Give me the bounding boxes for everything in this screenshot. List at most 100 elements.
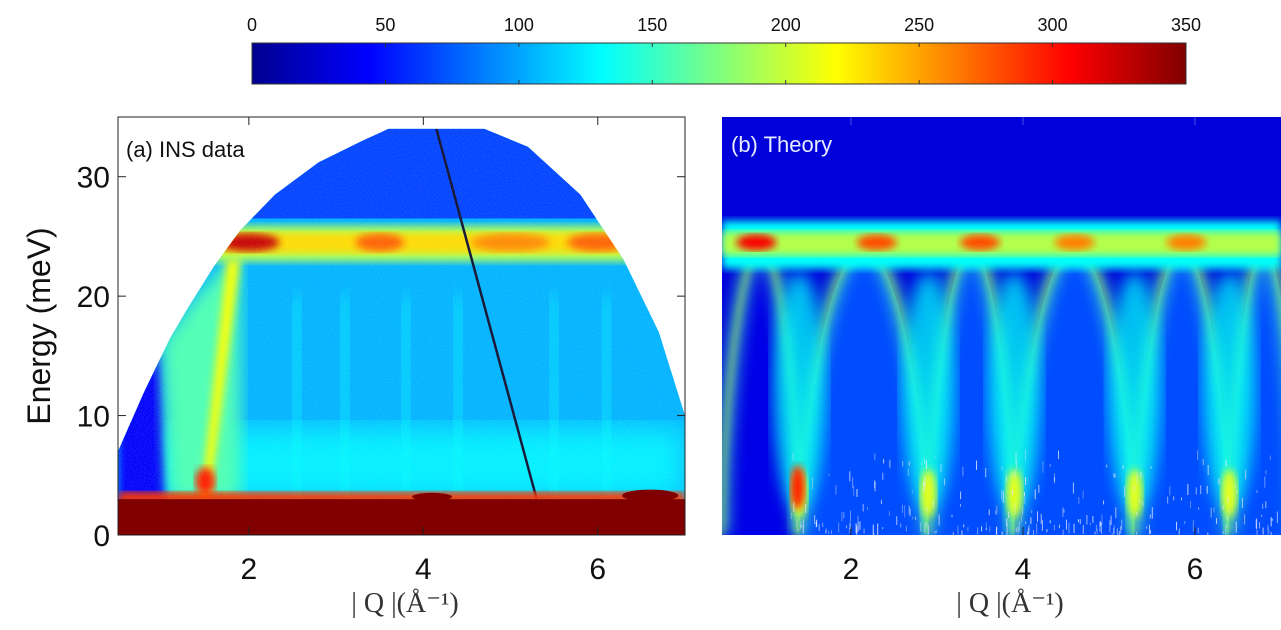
- theory-noise-speck: [1229, 509, 1231, 513]
- theory-noise-speck: [874, 481, 876, 492]
- theory-noise-speck: [1063, 509, 1065, 513]
- theory-noise-speck: [1169, 486, 1171, 496]
- theory-noise-speck: [1006, 523, 1008, 535]
- theory-between-arches: [773, 271, 826, 512]
- theory-noise-speck: [1222, 505, 1224, 510]
- theory-band-hotspot: [856, 234, 897, 251]
- theory-noise-speck: [1025, 449, 1027, 461]
- theory-noise-speck: [866, 506, 868, 510]
- theory-noise-speck: [1167, 496, 1169, 504]
- theory-noise-speck: [1020, 516, 1022, 523]
- theory-noise-speck: [1195, 487, 1197, 495]
- theory-noise-speck: [912, 516, 914, 520]
- colorbar-tick-label: 150: [637, 15, 667, 35]
- theory-noise-speck: [1082, 525, 1084, 534]
- theory-band-hotspot: [1054, 234, 1095, 251]
- theory-noise-speck: [1027, 531, 1029, 535]
- theory-noise-speck: [882, 527, 884, 530]
- theory-noise-speck: [962, 466, 964, 477]
- theory-noise-speck: [802, 519, 804, 528]
- theory-noise-speck: [927, 525, 929, 535]
- theory-noise-speck: [963, 524, 965, 528]
- theory-noise-speck: [1178, 530, 1180, 535]
- theory-noise-speck: [1086, 514, 1088, 525]
- theory-arch-minimum: [1006, 469, 1023, 518]
- theory-noise-speck: [857, 525, 859, 533]
- theory-noise-speck: [1113, 524, 1115, 534]
- theory-noise-speck: [1012, 489, 1014, 496]
- theory-noise-speck: [859, 521, 861, 530]
- theory-noise-speck: [796, 518, 798, 528]
- theory-noise-speck: [1270, 532, 1272, 535]
- theory-noise-speck: [904, 505, 906, 518]
- theory-noise-speck: [1136, 512, 1138, 516]
- theory-noise-speck: [1256, 490, 1258, 494]
- theory-noise-speck: [1040, 513, 1042, 524]
- theory-noise-speck: [934, 531, 936, 535]
- x-tick-label: 2: [241, 553, 258, 586]
- theory-noise-speck: [1192, 520, 1194, 532]
- theory-noise-speck: [985, 467, 987, 478]
- theory-noise-speck: [1001, 489, 1003, 500]
- x-tick-label: 6: [589, 553, 606, 586]
- theory-noise-speck: [805, 503, 807, 513]
- ins-elastic-bump: [412, 492, 453, 501]
- x-tick-label: 4: [1015, 553, 1032, 586]
- theory-noise-speck: [1106, 464, 1108, 468]
- theory-noise-speck: [1173, 496, 1175, 501]
- theory-noise-speck: [1136, 471, 1138, 484]
- theory-noise-speck: [1244, 514, 1246, 525]
- theory-noise-speck: [975, 460, 977, 471]
- panel-b-heatmap: [722, 117, 1281, 535]
- theory-noise-speck: [977, 527, 979, 535]
- colorbar-tick-label: 100: [504, 15, 534, 35]
- colorbar-tick-label: 350: [1171, 15, 1201, 35]
- theory-noise-speck: [1149, 514, 1151, 519]
- theory-noise-speck: [1077, 519, 1079, 523]
- theory-noise-speck: [818, 524, 820, 532]
- theory-noise-speck: [1017, 526, 1019, 534]
- theory-noise-speck: [1197, 527, 1199, 534]
- theory-noise-speck: [1109, 520, 1111, 533]
- theory-noise-speck: [1146, 526, 1148, 529]
- theory-noise-speck: [811, 477, 813, 490]
- theory-noise-speck: [1197, 450, 1199, 460]
- theory-noise-speck: [1184, 521, 1186, 524]
- theory-noise-speck: [952, 532, 954, 535]
- theory-noise-speck: [1094, 531, 1096, 534]
- theory-noise-speck: [872, 524, 874, 535]
- theory-noise-speck: [909, 508, 911, 517]
- theory-noise-speck: [1111, 532, 1113, 535]
- theory-noise-speck: [988, 509, 990, 516]
- theory-noise-speck: [843, 512, 845, 519]
- theory-noise-speck: [856, 525, 858, 535]
- x-tick-label: 6: [1187, 553, 1204, 586]
- theory-noise-speck: [935, 455, 937, 458]
- theory-noise-speck: [1178, 528, 1180, 535]
- theory-noise-speck: [1256, 529, 1258, 535]
- theory-noise-speck: [1099, 521, 1101, 532]
- theory-noise-speck: [1261, 514, 1263, 518]
- theory-noise-speck: [863, 528, 865, 534]
- theory-noise-speck: [1262, 503, 1264, 509]
- theory-noise-speck: [1036, 511, 1038, 522]
- theory-noise-speck: [830, 530, 832, 534]
- theory-noise-speck: [1068, 522, 1070, 534]
- theory-noise-speck: [1042, 461, 1044, 473]
- theory-noise-speck: [1150, 466, 1152, 469]
- theory-noise-speck: [1268, 530, 1270, 534]
- theory-noise-speck: [1245, 469, 1247, 480]
- theory-band-hotspot: [960, 234, 1000, 251]
- theory-noise-speck: [1210, 507, 1212, 518]
- theory-noise-speck: [1096, 528, 1098, 535]
- theory-noise-speck: [1176, 521, 1178, 531]
- theory-noise-speck: [1006, 518, 1008, 526]
- theory-noise-speck: [925, 460, 927, 469]
- theory-noise-speck: [1082, 490, 1084, 499]
- theory-noise-speck: [1150, 530, 1152, 534]
- theory-noise-speck: [848, 527, 850, 533]
- theory-noise-speck: [1049, 463, 1051, 467]
- theory-noise-speck: [1062, 529, 1064, 535]
- theory-noise-speck: [1255, 519, 1257, 529]
